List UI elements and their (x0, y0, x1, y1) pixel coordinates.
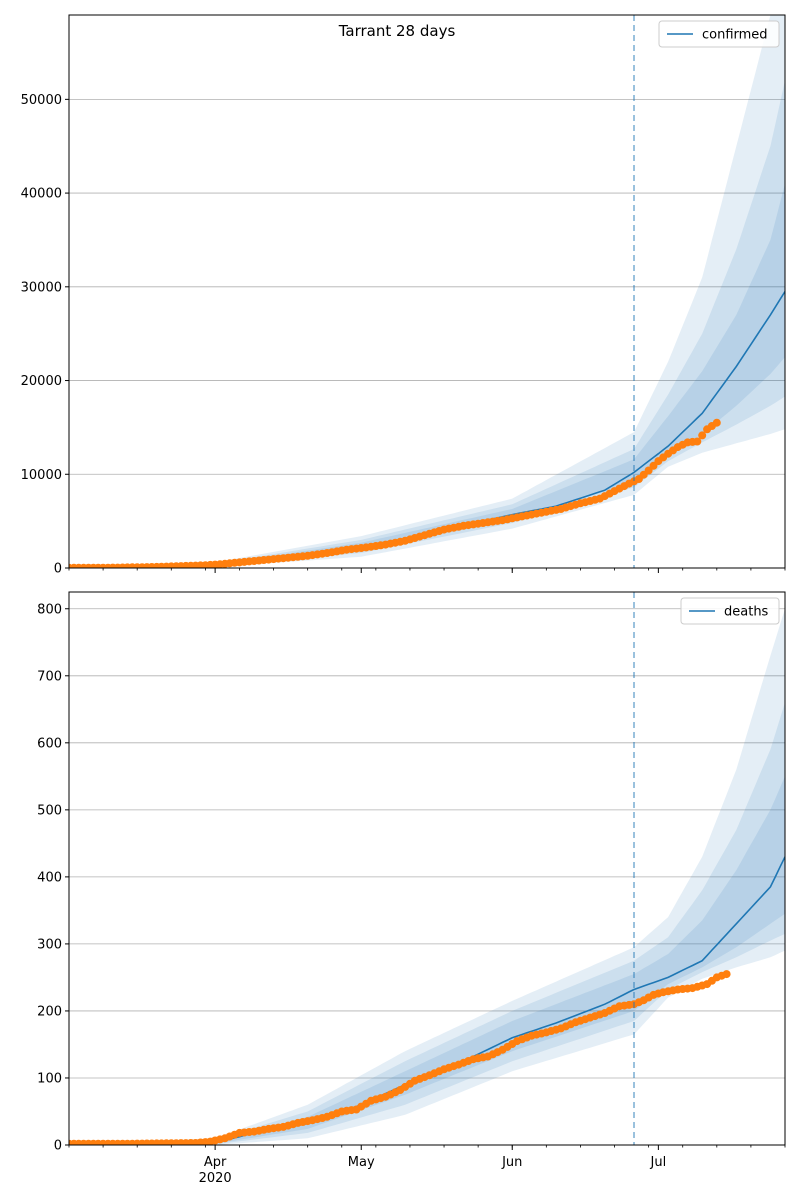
y-tick-label: 40000 (21, 187, 62, 202)
y-tick-label: 200 (37, 1004, 62, 1019)
x-tick-label: Jul (650, 1155, 667, 1170)
uncertainty-band (69, 80, 785, 568)
uncertainty-band (69, 776, 785, 1145)
legend-label: confirmed (702, 28, 768, 43)
observed-point (698, 431, 707, 440)
uncertainty-band (69, 15, 785, 568)
axes-frame (68, 591, 786, 1146)
plot-area (69, 608, 785, 1145)
y-tick-label: 0 (54, 1139, 62, 1154)
observed-point (693, 437, 702, 446)
y-tick-label: 700 (37, 669, 62, 684)
y-tick-label: 0 (54, 562, 62, 577)
y-tick-label: 30000 (21, 280, 62, 295)
x-tick-label: Apr (204, 1155, 227, 1170)
legend-label: deaths (724, 605, 769, 620)
y-tick-label: 400 (37, 870, 62, 885)
uncertainty-band (69, 702, 785, 1145)
x-tick-label: Jun (501, 1155, 522, 1170)
plot-area (69, 15, 785, 568)
observed-point (712, 418, 721, 427)
legend-box (680, 597, 780, 625)
chart-title: Tarrant 28 days (338, 22, 456, 40)
x-tick-label: May (348, 1155, 375, 1170)
y-tick-label: 20000 (21, 374, 62, 389)
uncertainty-band (69, 183, 785, 568)
axes-frame (68, 14, 786, 569)
legend-box (658, 20, 780, 48)
confirmed-chart-panel: 0 10000 20000 30000 40000 50000 Tarrant 28 day… (21, 14, 786, 577)
observed-point (722, 970, 731, 979)
y-tick-label: 100 (37, 1071, 62, 1086)
x-tick-sublabel: 2020 (199, 1171, 232, 1186)
y-tick-label: 10000 (21, 468, 62, 483)
y-tick-label: 500 (37, 803, 62, 818)
y-tick-label: 800 (37, 602, 62, 617)
y-tick-label: 600 (37, 736, 62, 751)
y-tick-label: 300 (37, 937, 62, 952)
y-tick-label: 50000 (21, 93, 62, 108)
